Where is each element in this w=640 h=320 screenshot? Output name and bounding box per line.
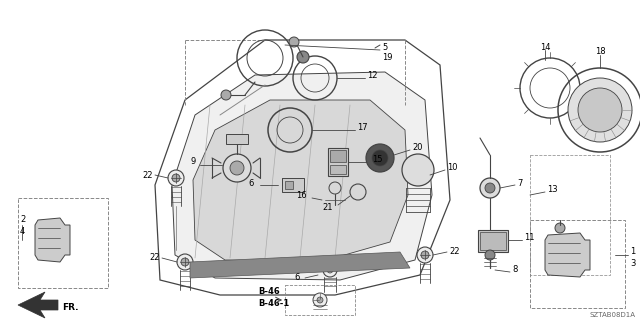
Circle shape xyxy=(297,51,309,63)
Circle shape xyxy=(372,150,388,166)
Text: 16: 16 xyxy=(296,191,307,201)
Text: 2: 2 xyxy=(20,215,25,225)
Text: 15: 15 xyxy=(372,155,383,164)
Text: 6: 6 xyxy=(248,179,254,188)
Bar xyxy=(530,155,610,275)
Bar xyxy=(226,134,248,144)
Bar xyxy=(328,148,348,176)
Text: 11: 11 xyxy=(524,234,534,243)
Text: 9: 9 xyxy=(191,157,196,166)
Text: 5: 5 xyxy=(382,43,387,52)
Text: 22: 22 xyxy=(150,253,160,262)
Circle shape xyxy=(289,37,299,47)
Circle shape xyxy=(578,88,622,132)
Circle shape xyxy=(177,254,193,270)
Text: FR.: FR. xyxy=(62,302,79,311)
Bar xyxy=(480,232,506,250)
Circle shape xyxy=(327,267,333,273)
Circle shape xyxy=(568,78,632,142)
Polygon shape xyxy=(35,218,70,262)
Text: B-46: B-46 xyxy=(258,286,280,295)
Text: B-46-1: B-46-1 xyxy=(258,299,289,308)
Text: 20: 20 xyxy=(412,143,422,153)
Circle shape xyxy=(421,251,429,259)
Bar xyxy=(282,178,304,192)
Text: 14: 14 xyxy=(540,43,550,52)
Text: 13: 13 xyxy=(547,185,557,194)
Text: 4: 4 xyxy=(20,228,25,236)
Circle shape xyxy=(317,297,323,303)
Circle shape xyxy=(230,161,244,175)
Text: 19: 19 xyxy=(382,52,392,61)
Polygon shape xyxy=(172,72,432,280)
Circle shape xyxy=(402,154,434,186)
Bar xyxy=(330,150,346,162)
Bar xyxy=(285,181,293,189)
Circle shape xyxy=(313,293,327,307)
Bar xyxy=(530,220,625,308)
Polygon shape xyxy=(18,292,58,318)
Circle shape xyxy=(223,154,251,182)
Text: 3: 3 xyxy=(630,260,636,268)
Polygon shape xyxy=(155,40,450,295)
Circle shape xyxy=(480,178,500,198)
Circle shape xyxy=(181,258,189,266)
Circle shape xyxy=(168,170,184,186)
Polygon shape xyxy=(193,100,408,262)
Circle shape xyxy=(172,174,180,182)
Circle shape xyxy=(485,183,495,193)
Circle shape xyxy=(555,223,565,233)
Polygon shape xyxy=(545,233,590,277)
Circle shape xyxy=(323,263,337,277)
Circle shape xyxy=(366,144,394,172)
Bar xyxy=(478,230,508,252)
Circle shape xyxy=(485,250,495,260)
Text: 10: 10 xyxy=(447,163,458,172)
Text: 17: 17 xyxy=(357,123,367,132)
Text: SZTAB08D1A: SZTAB08D1A xyxy=(589,312,635,318)
Text: 18: 18 xyxy=(595,47,605,57)
Bar xyxy=(285,285,355,315)
Text: 22: 22 xyxy=(143,171,153,180)
Bar xyxy=(18,198,108,288)
Bar xyxy=(330,165,346,174)
Polygon shape xyxy=(190,252,410,278)
Text: 1: 1 xyxy=(630,247,636,257)
Text: 21: 21 xyxy=(323,203,333,212)
Text: 6: 6 xyxy=(294,274,300,283)
Text: 8: 8 xyxy=(512,266,517,275)
Circle shape xyxy=(221,90,231,100)
Text: 7: 7 xyxy=(517,179,522,188)
Text: 12: 12 xyxy=(367,70,378,79)
Text: 22: 22 xyxy=(449,247,460,257)
Circle shape xyxy=(417,247,433,263)
